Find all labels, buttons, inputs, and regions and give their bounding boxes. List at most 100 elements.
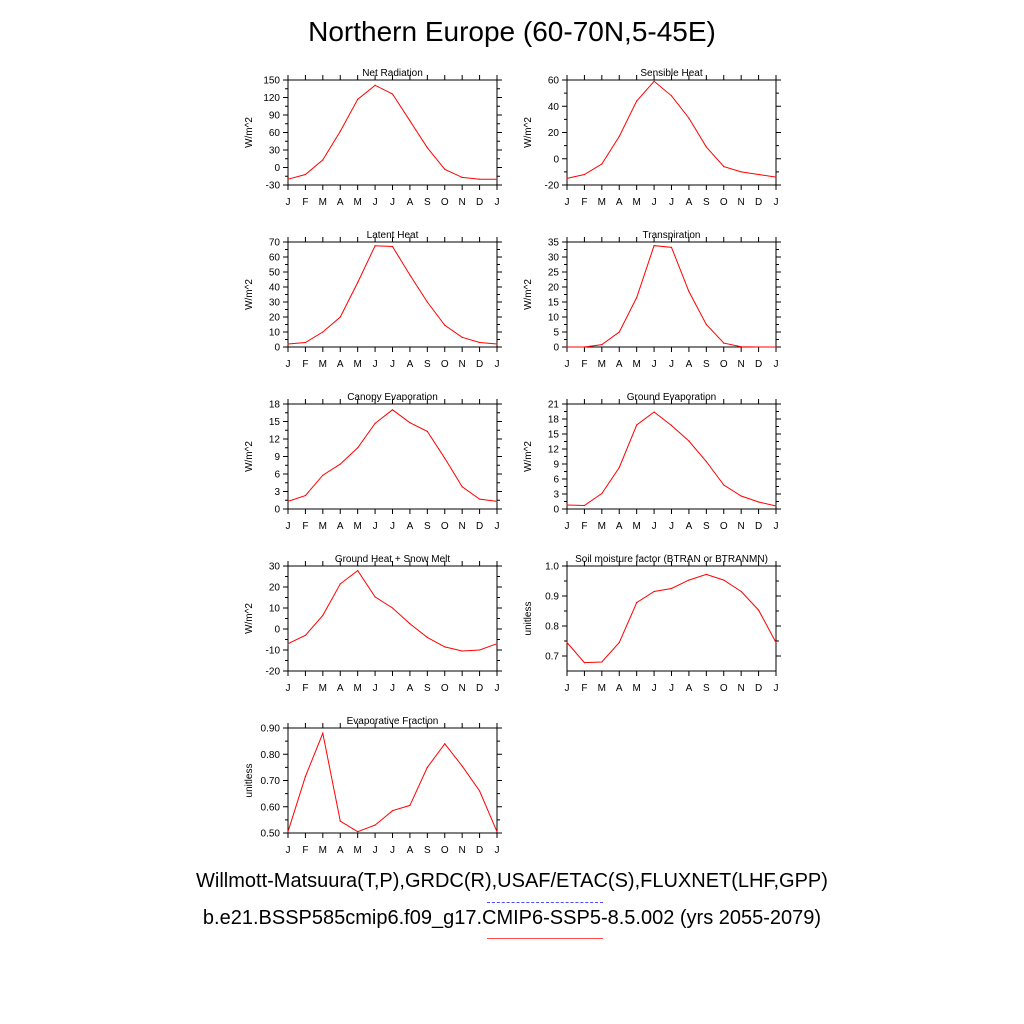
x-tick-label: M xyxy=(319,683,327,694)
x-tick-label: J xyxy=(774,683,779,694)
data-point xyxy=(357,98,359,100)
data-point xyxy=(723,484,725,486)
y-tick-label: 20 xyxy=(269,313,281,324)
y-tick-label: 40 xyxy=(269,283,281,294)
data-point xyxy=(409,274,411,276)
data-point xyxy=(757,173,760,176)
plot-frame xyxy=(287,79,498,186)
data-point xyxy=(391,810,394,812)
x-tick-label: F xyxy=(581,683,587,694)
data-point xyxy=(601,163,603,165)
y-tick-label: 0.90 xyxy=(261,724,281,735)
data-point xyxy=(583,662,586,664)
data-point xyxy=(670,246,673,248)
x-tick-label: A xyxy=(407,521,414,532)
y-tick-label: 30 xyxy=(269,298,281,309)
x-tick-label: M xyxy=(598,521,606,532)
x-tick-label: A xyxy=(686,197,693,208)
data-point xyxy=(304,775,307,778)
x-tick-label: J xyxy=(286,197,291,208)
data-point xyxy=(688,117,690,119)
x-tick-label: S xyxy=(424,845,431,856)
data-point xyxy=(357,831,359,833)
y-tick-label: 40 xyxy=(548,102,560,113)
x-tick-label: S xyxy=(424,683,431,694)
data-point xyxy=(723,579,725,581)
x-tick-label: A xyxy=(407,683,414,694)
x-tick-label: A xyxy=(616,683,623,694)
x-tick-label: M xyxy=(353,359,361,370)
data-point xyxy=(496,831,498,833)
data-point xyxy=(391,245,394,248)
x-tick-label: O xyxy=(441,197,449,208)
data-point xyxy=(339,130,341,132)
x-tick-label: A xyxy=(407,359,414,370)
x-tick-label: D xyxy=(476,359,483,370)
y-tick-label: -10 xyxy=(266,646,281,657)
data-point xyxy=(374,596,376,598)
x-tick-label: D xyxy=(755,359,762,370)
x-tick-label: D xyxy=(476,197,483,208)
plot-frame xyxy=(566,403,777,510)
data-point xyxy=(478,498,481,500)
x-tick-label: M xyxy=(353,521,361,532)
x-tick-label: J xyxy=(669,683,674,694)
data-point xyxy=(653,245,655,247)
x-tick-label: D xyxy=(755,683,762,694)
x-tick-label: J xyxy=(495,521,500,532)
y-tick-label: 0.70 xyxy=(261,776,281,787)
x-tick-label: J xyxy=(495,359,500,370)
legend-case-text: b.e21.BSSP585cmip6.f09_g17.CMIP6-SSP5-8.… xyxy=(202,907,822,929)
x-tick-label: S xyxy=(703,683,710,694)
data-point xyxy=(566,346,568,348)
x-tick-label: A xyxy=(407,845,414,856)
data-point xyxy=(636,602,638,604)
y-tick-label: 20 xyxy=(548,283,560,294)
x-tick-label: N xyxy=(738,359,745,370)
x-tick-label: J xyxy=(565,359,570,370)
x-tick-label: N xyxy=(738,683,745,694)
x-tick-label: A xyxy=(337,359,344,370)
y-tick-label: 0 xyxy=(274,343,280,354)
data-point xyxy=(374,84,376,86)
x-tick-label: M xyxy=(353,845,361,856)
data-point xyxy=(670,95,673,97)
x-tick-label: A xyxy=(407,197,414,208)
data-point xyxy=(705,323,707,326)
data-point xyxy=(426,301,428,303)
y-tick-label: 120 xyxy=(263,93,280,104)
x-tick-label: D xyxy=(476,683,483,694)
data-point xyxy=(670,424,673,427)
x-tick-label: J xyxy=(669,197,674,208)
x-tick-label: A xyxy=(686,359,693,370)
data-point xyxy=(583,504,586,507)
data-point xyxy=(636,424,638,426)
data-point xyxy=(740,495,742,497)
data-point xyxy=(723,342,725,344)
x-tick-label: J xyxy=(652,521,657,532)
data-point xyxy=(618,641,620,644)
y-tick-label: 30 xyxy=(548,253,560,264)
x-tick-label: J xyxy=(286,845,291,856)
legend-observations-swatch xyxy=(487,902,603,903)
x-tick-label: M xyxy=(319,197,327,208)
series-line-1 xyxy=(287,569,498,652)
y-tick-label: 9 xyxy=(274,452,280,463)
x-tick-label: S xyxy=(703,521,710,532)
x-tick-label: J xyxy=(774,521,779,532)
data-point xyxy=(583,173,586,176)
data-point xyxy=(409,623,411,625)
series-line-1 xyxy=(287,245,498,345)
x-tick-label: F xyxy=(302,359,308,370)
data-point xyxy=(304,341,307,344)
y-tick-label: 10 xyxy=(548,313,560,324)
y-tick-label: 0.50 xyxy=(261,829,281,840)
x-tick-label: A xyxy=(337,197,344,208)
panel-title: Latent Heat xyxy=(367,230,419,241)
data-point xyxy=(426,147,428,149)
plot-frame xyxy=(287,727,498,834)
y-tick-label: -20 xyxy=(545,181,560,192)
